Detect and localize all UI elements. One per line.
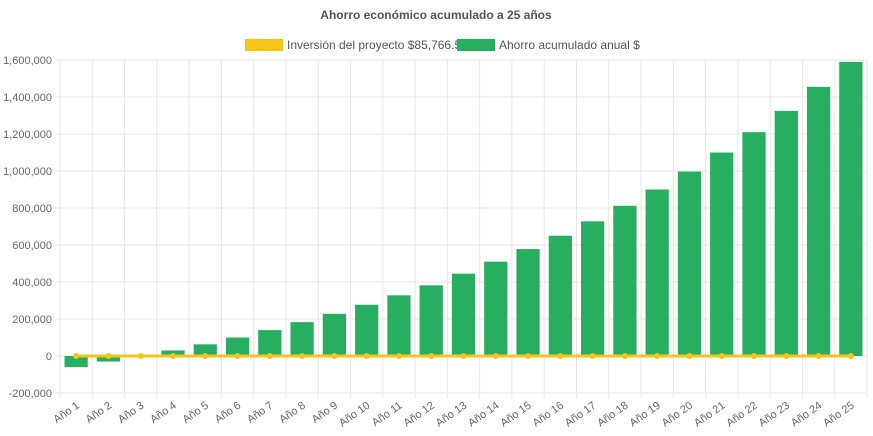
bar-ahorro[interactable] xyxy=(580,221,605,356)
point-inversion[interactable] xyxy=(621,353,628,359)
point-inversion[interactable] xyxy=(299,353,306,359)
bar-ahorro[interactable] xyxy=(677,171,702,356)
x-tick-label: Año 20 xyxy=(660,400,695,430)
point-inversion[interactable] xyxy=(395,353,402,359)
legend-swatch-investment xyxy=(245,39,283,51)
point-inversion[interactable] xyxy=(847,353,854,359)
x-tick-label: Año 14 xyxy=(466,400,501,430)
y-tick-label: 1,200,000 xyxy=(3,129,52,141)
x-axis-ticks: Año 1 Año 2 Año 3 Año 4 Año 5 Año 6 Año 7 Año 8… xyxy=(51,400,856,430)
legend-item-savings[interactable]: Ahorro acumulado anual $ xyxy=(457,38,640,52)
bar-ahorro[interactable] xyxy=(258,330,282,356)
point-inversion[interactable] xyxy=(686,353,693,359)
point-inversion[interactable] xyxy=(654,353,661,359)
x-tick-label: Año 6 xyxy=(213,400,243,426)
y-tick-label: 1,400,000 xyxy=(3,92,52,104)
bar-ahorro[interactable] xyxy=(839,61,863,356)
y-tick-label: 1,600,000 xyxy=(3,55,52,67)
x-tick-label: Año 1 xyxy=(51,400,81,426)
point-inversion[interactable] xyxy=(363,353,370,359)
x-tick-label: Año 21 xyxy=(692,400,727,430)
x-tick-label: Año 25 xyxy=(821,400,856,430)
bar-ahorro[interactable] xyxy=(387,295,411,356)
x-tick-label: Año 23 xyxy=(757,400,792,430)
x-tick-label: Año 12 xyxy=(401,400,436,430)
point-inversion[interactable] xyxy=(718,353,725,359)
legend-item-investment[interactable]: Inversión del proyecto $85,766.52 xyxy=(245,38,468,52)
point-inversion[interactable] xyxy=(492,353,499,359)
y-axis-ticks: -200,000 0 200,000 400,000 600,000 800,000 1,0… xyxy=(3,55,52,400)
bar-ahorro[interactable] xyxy=(290,322,314,356)
bar-ahorro[interactable] xyxy=(225,337,250,357)
x-tick-label: Año 19 xyxy=(627,400,662,430)
x-tick-label: Año 22 xyxy=(724,400,759,430)
x-tick-label: Año 5 xyxy=(181,400,211,426)
y-tick-label: -200,000 xyxy=(9,388,52,400)
point-inversion[interactable] xyxy=(525,353,532,359)
point-inversion[interactable] xyxy=(105,353,112,359)
y-tick-label: 1,000,000 xyxy=(3,166,52,178)
bar-ahorro[interactable] xyxy=(322,313,347,356)
point-inversion[interactable] xyxy=(73,353,80,359)
bar-ahorro[interactable] xyxy=(64,356,88,368)
bar-ahorro[interactable] xyxy=(355,304,379,356)
point-inversion[interactable] xyxy=(428,353,435,359)
x-tick-label: Año 10 xyxy=(337,400,372,430)
bar-ahorro[interactable] xyxy=(419,285,443,356)
point-inversion[interactable] xyxy=(815,353,822,359)
x-tick-label: Año 11 xyxy=(370,400,405,429)
legend-swatch-savings xyxy=(457,39,495,51)
bar-ahorro[interactable] xyxy=(774,110,798,356)
x-tick-label: Año 13 xyxy=(434,400,469,430)
point-inversion[interactable] xyxy=(137,353,144,359)
legend: Inversión del proyecto $85,766.52 Ahorro… xyxy=(245,38,640,52)
bar-ahorro[interactable] xyxy=(645,189,669,357)
x-tick-label: Año 8 xyxy=(277,400,307,426)
line-series xyxy=(73,353,854,359)
chart-title: Ahorro económico acumulado a 25 años xyxy=(320,8,552,22)
bar-ahorro[interactable] xyxy=(451,273,476,356)
point-inversion[interactable] xyxy=(783,353,790,359)
bar-ahorro[interactable] xyxy=(613,205,637,356)
x-tick-label: Año 17 xyxy=(563,400,598,430)
y-tick-label: 0 xyxy=(46,351,52,363)
bar-ahorro[interactable] xyxy=(710,152,734,357)
bars-series xyxy=(64,61,863,368)
legend-label-investment: Inversión del proyecto $85,766.52 xyxy=(287,38,468,52)
bar-ahorro[interactable] xyxy=(548,235,572,356)
y-tick-label: 200,000 xyxy=(12,314,52,326)
bar-ahorro[interactable] xyxy=(484,261,508,356)
point-inversion[interactable] xyxy=(234,353,241,359)
point-inversion[interactable] xyxy=(557,353,564,359)
point-inversion[interactable] xyxy=(266,353,273,359)
point-inversion[interactable] xyxy=(169,353,176,359)
x-tick-label: Año 7 xyxy=(245,400,275,426)
x-tick-label: Año 3 xyxy=(116,400,146,426)
x-tick-label: Año 24 xyxy=(789,400,824,430)
point-inversion[interactable] xyxy=(751,353,758,359)
point-inversion[interactable] xyxy=(589,353,596,359)
x-tick-label: Año 18 xyxy=(595,400,630,430)
y-tick-label: 400,000 xyxy=(12,277,52,289)
y-tick-label: 600,000 xyxy=(12,240,52,252)
bar-ahorro[interactable] xyxy=(806,86,831,356)
point-inversion[interactable] xyxy=(202,353,209,359)
bar-ahorro[interactable] xyxy=(516,249,540,356)
bar-ahorro[interactable] xyxy=(193,344,217,356)
legend-label-savings: Ahorro acumulado anual $ xyxy=(499,38,640,52)
point-inversion[interactable] xyxy=(460,353,467,359)
x-tick-label: Año 9 xyxy=(310,400,340,426)
x-tick-label: Año 4 xyxy=(148,400,178,426)
bar-ahorro[interactable] xyxy=(742,132,766,356)
x-tick-label: Año 2 xyxy=(84,400,114,426)
point-inversion[interactable] xyxy=(331,353,338,359)
x-tick-label: Año 15 xyxy=(498,400,533,430)
y-tick-label: 800,000 xyxy=(12,203,52,215)
x-tick-label: Año 16 xyxy=(531,400,566,430)
